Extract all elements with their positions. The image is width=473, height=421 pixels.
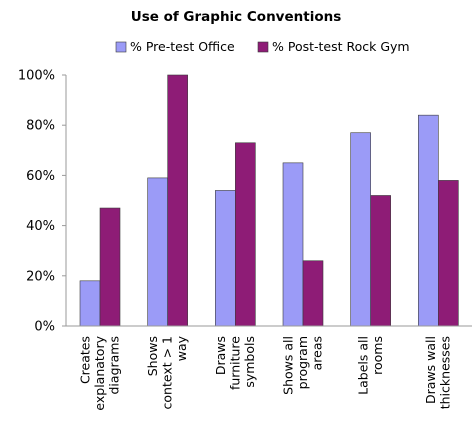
bars bbox=[79, 74, 459, 327]
y-axis-ticks: 0% 20% 40% 60% 80% 100% bbox=[18, 69, 66, 335]
x-axis-labels: Createsexplanatorydiagrams Showscontext >… bbox=[78, 335, 453, 410]
x-category-label-line: Draws wall bbox=[423, 336, 438, 404]
bar-pre-test bbox=[418, 114, 439, 327]
x-category-label-line: Shows all bbox=[281, 336, 296, 395]
x-category-label-line: Shows bbox=[145, 336, 160, 376]
y-tick-label: 20% bbox=[26, 269, 55, 284]
bar-pre-test bbox=[79, 280, 101, 327]
x-category-label: Draws wallthicknesses bbox=[423, 336, 453, 409]
bar-post-test bbox=[370, 195, 391, 327]
y-tick-label: 0% bbox=[34, 320, 55, 335]
x-category-label-line: Creates bbox=[78, 336, 93, 384]
y-tick-label: 100% bbox=[18, 69, 55, 84]
x-category-label: Createsexplanatorydiagrams bbox=[78, 335, 122, 410]
x-category-label-line: symbols bbox=[242, 336, 257, 388]
bar-post-test bbox=[99, 207, 121, 327]
x-category-label-line: way bbox=[174, 335, 189, 361]
x-category-label: Shows allprogramareas bbox=[281, 336, 325, 395]
x-category-label-line: Labels all bbox=[355, 336, 370, 395]
bar-post-test bbox=[167, 74, 188, 327]
bar-post-test bbox=[235, 142, 256, 327]
y-tick-label: 80% bbox=[26, 119, 55, 134]
x-category-label-line: diagrams bbox=[107, 336, 122, 395]
x-category-label: Labels allrooms bbox=[355, 336, 385, 395]
bar-pre-test bbox=[147, 177, 168, 327]
x-category-label-line: thicknesses bbox=[438, 336, 453, 409]
x-category-label-line: explanatory bbox=[92, 335, 107, 410]
bar-pre-test bbox=[350, 132, 371, 327]
legend-label-post-test: % Post-test Rock Gym bbox=[272, 39, 410, 54]
legend-swatch-post-test bbox=[257, 41, 269, 53]
x-category-label-line: areas bbox=[310, 336, 325, 370]
legend-swatch-pre-test bbox=[115, 41, 127, 53]
y-tick-label: 60% bbox=[26, 169, 55, 184]
bar-post-test bbox=[438, 180, 459, 327]
x-category-label-line: program bbox=[295, 336, 310, 389]
x-category-label-line: furniture bbox=[227, 336, 242, 390]
y-tick-label: 40% bbox=[26, 219, 55, 234]
bar-pre-test bbox=[215, 190, 236, 327]
x-category-label: Drawsfurnituresymbols bbox=[213, 336, 257, 390]
x-category-label-line: rooms bbox=[370, 336, 385, 375]
x-category-label-line: Draws bbox=[213, 336, 228, 375]
chart-title: Use of Graphic Conventions bbox=[131, 9, 342, 25]
x-category-label: Showscontext > 1way bbox=[145, 335, 189, 409]
x-category-label-line: context > 1 bbox=[160, 336, 175, 410]
bar-post-test bbox=[302, 260, 324, 327]
legend: % Pre-test Office % Post-test Rock Gym bbox=[115, 39, 410, 54]
legend-label-pre-test: % Pre-test Office bbox=[130, 39, 235, 54]
bar-pre-test bbox=[282, 162, 304, 327]
